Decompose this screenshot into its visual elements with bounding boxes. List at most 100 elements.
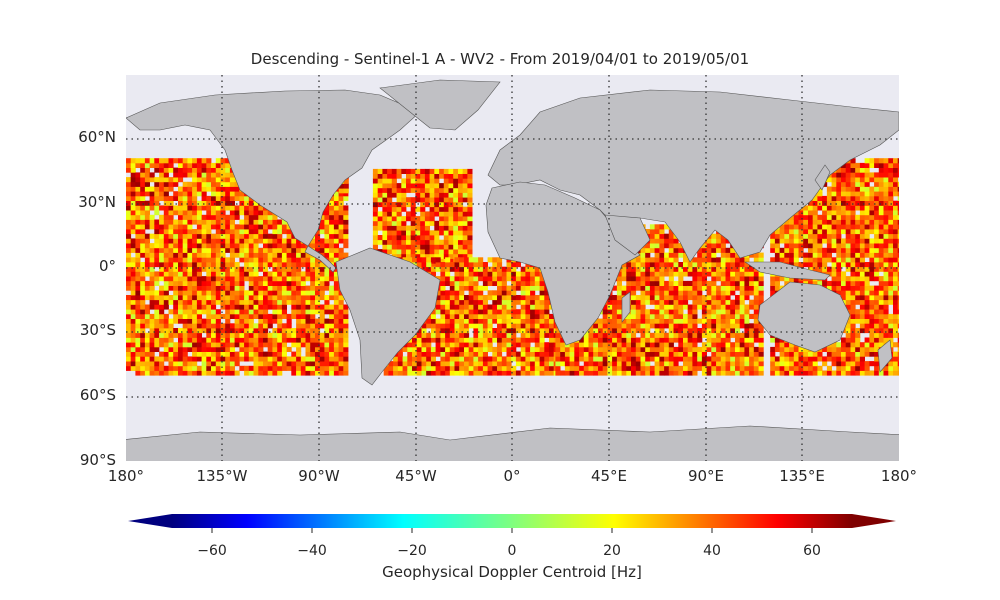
data-cell xyxy=(291,342,297,348)
data-cell xyxy=(534,346,540,352)
data-cell xyxy=(333,332,339,338)
data-cell xyxy=(626,271,632,277)
data-cell xyxy=(640,370,646,376)
data-cell xyxy=(206,299,212,305)
data-cell xyxy=(149,262,155,268)
data-cell xyxy=(678,365,684,371)
data-cell xyxy=(739,285,745,291)
data-cell xyxy=(749,304,755,310)
data-cell xyxy=(310,285,316,291)
data-cell xyxy=(654,252,660,258)
data-cell xyxy=(735,328,741,334)
data-cell xyxy=(448,178,454,184)
data-cell xyxy=(468,285,474,291)
data-cell xyxy=(668,299,674,305)
data-cell xyxy=(683,318,689,324)
data-cell xyxy=(401,225,407,231)
data-cell xyxy=(192,304,198,310)
data-cell xyxy=(739,271,745,277)
data-cell xyxy=(443,168,449,174)
data-cell xyxy=(506,361,512,367)
data-cell xyxy=(286,328,292,334)
data-cell xyxy=(196,332,202,338)
data-cell xyxy=(753,318,759,324)
data-cell xyxy=(159,247,165,253)
data-cell xyxy=(196,323,202,329)
data-cell xyxy=(130,191,136,197)
data-cell xyxy=(281,351,287,357)
data-cell xyxy=(434,173,440,179)
data-cell xyxy=(720,295,726,301)
data-cell xyxy=(229,290,235,296)
data-cell xyxy=(244,356,250,362)
data-cell xyxy=(467,239,473,245)
data-cell xyxy=(239,243,245,249)
data-cell xyxy=(286,229,292,235)
data-cell xyxy=(159,224,165,230)
data-cell xyxy=(487,304,493,310)
data-cell xyxy=(426,361,432,367)
data-cell xyxy=(506,313,512,319)
data-cell xyxy=(678,276,684,282)
data-cell xyxy=(135,205,141,211)
data-cell xyxy=(192,238,198,244)
data-cell xyxy=(654,356,660,362)
data-cell xyxy=(244,247,250,253)
data-cell xyxy=(229,313,235,319)
data-cell xyxy=(234,285,240,291)
data-cell xyxy=(478,346,484,352)
data-cell xyxy=(135,280,141,286)
data-cell xyxy=(555,356,561,362)
data-cell xyxy=(343,356,349,362)
data-cell xyxy=(749,313,755,319)
data-cell xyxy=(130,177,136,183)
data-cell xyxy=(149,299,155,305)
data-cell xyxy=(515,351,521,357)
data-cell xyxy=(770,361,776,367)
data-cell xyxy=(225,271,231,277)
data-cell xyxy=(497,271,503,277)
data-cell xyxy=(220,313,226,319)
data-cell xyxy=(511,271,517,277)
data-cell xyxy=(645,356,651,362)
data-cell xyxy=(402,361,408,367)
data-cell xyxy=(126,262,132,268)
data-cell xyxy=(272,370,278,376)
data-cell xyxy=(730,304,736,310)
data-cell xyxy=(159,229,165,235)
data-cell xyxy=(315,262,321,268)
data-cell xyxy=(649,346,655,352)
data-cell xyxy=(711,323,717,329)
data-cell xyxy=(253,219,259,225)
data-cell xyxy=(753,276,759,282)
data-cell xyxy=(506,337,512,343)
data-cell xyxy=(640,285,646,291)
data-cell xyxy=(453,216,459,222)
data-cell xyxy=(659,356,665,362)
data-cell xyxy=(244,318,250,324)
data-cell xyxy=(621,342,627,348)
data-cell xyxy=(192,191,198,197)
data-cell xyxy=(324,318,330,324)
data-cell xyxy=(735,313,741,319)
data-cell xyxy=(487,342,493,348)
data-cell xyxy=(159,285,165,291)
data-cell xyxy=(272,328,278,334)
data-cell xyxy=(654,247,660,253)
data-cell xyxy=(319,332,325,338)
data-cell xyxy=(126,233,132,239)
data-cell xyxy=(192,158,198,164)
data-cell xyxy=(135,210,141,216)
data-cell xyxy=(192,186,198,192)
data-cell xyxy=(482,295,488,301)
data-cell xyxy=(716,318,722,324)
data-cell xyxy=(187,195,193,201)
data-cell xyxy=(154,200,160,206)
data-cell xyxy=(291,361,297,367)
data-cell xyxy=(310,257,316,263)
data-cell xyxy=(560,351,566,357)
data-cell xyxy=(683,262,689,268)
data-cell xyxy=(621,361,627,367)
data-cell xyxy=(163,177,169,183)
data-cell xyxy=(621,323,627,329)
